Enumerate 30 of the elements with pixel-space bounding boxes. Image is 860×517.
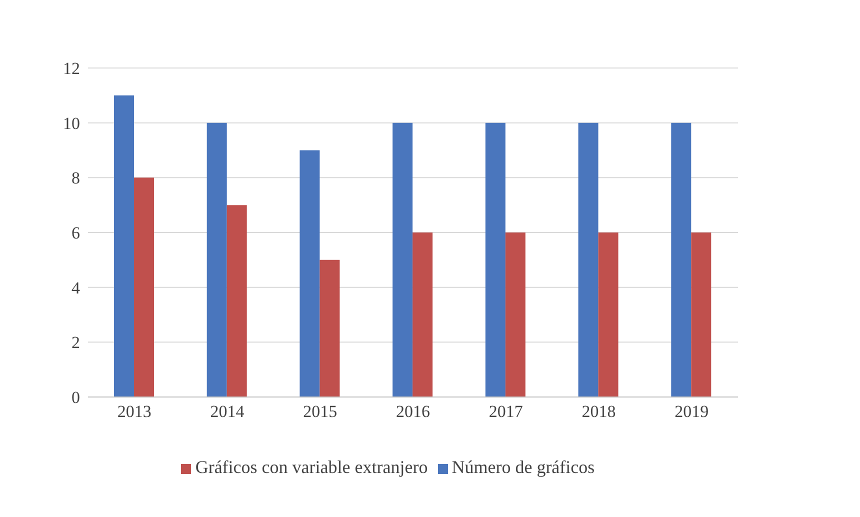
bar	[206, 122, 227, 397]
y-tick-label: 10	[63, 114, 80, 133]
bar	[114, 95, 134, 397]
bar	[505, 232, 526, 397]
bar	[392, 122, 413, 397]
bar	[320, 260, 340, 397]
bar	[691, 232, 712, 397]
x-tick-label: 2013	[117, 402, 152, 422]
x-tick-label: 2019	[674, 402, 709, 422]
x-tick-label: 2016	[396, 402, 430, 422]
x-tick-label: 2015	[303, 402, 338, 422]
bar	[671, 122, 692, 397]
x-tick-label: 2017	[488, 402, 524, 422]
y-tick-label: 6	[72, 224, 80, 243]
legend-label: Número de gráficos	[452, 457, 595, 477]
x-tick-label: 2014	[210, 402, 245, 422]
bar	[485, 122, 506, 397]
bar	[226, 205, 247, 397]
y-tick-label: 2	[72, 333, 80, 352]
bar	[412, 232, 433, 397]
legend-label: Gráficos con variable extranjero	[195, 457, 428, 477]
bar	[300, 150, 320, 397]
x-tick-label: 2018	[582, 402, 616, 422]
bar	[578, 122, 598, 397]
y-tick-label: 12	[63, 59, 80, 78]
y-tick-label: 4	[72, 278, 80, 298]
y-tick-label: 0	[72, 388, 80, 408]
bar	[598, 232, 618, 397]
y-tick-label: 8	[72, 168, 80, 188]
bar	[134, 178, 154, 397]
